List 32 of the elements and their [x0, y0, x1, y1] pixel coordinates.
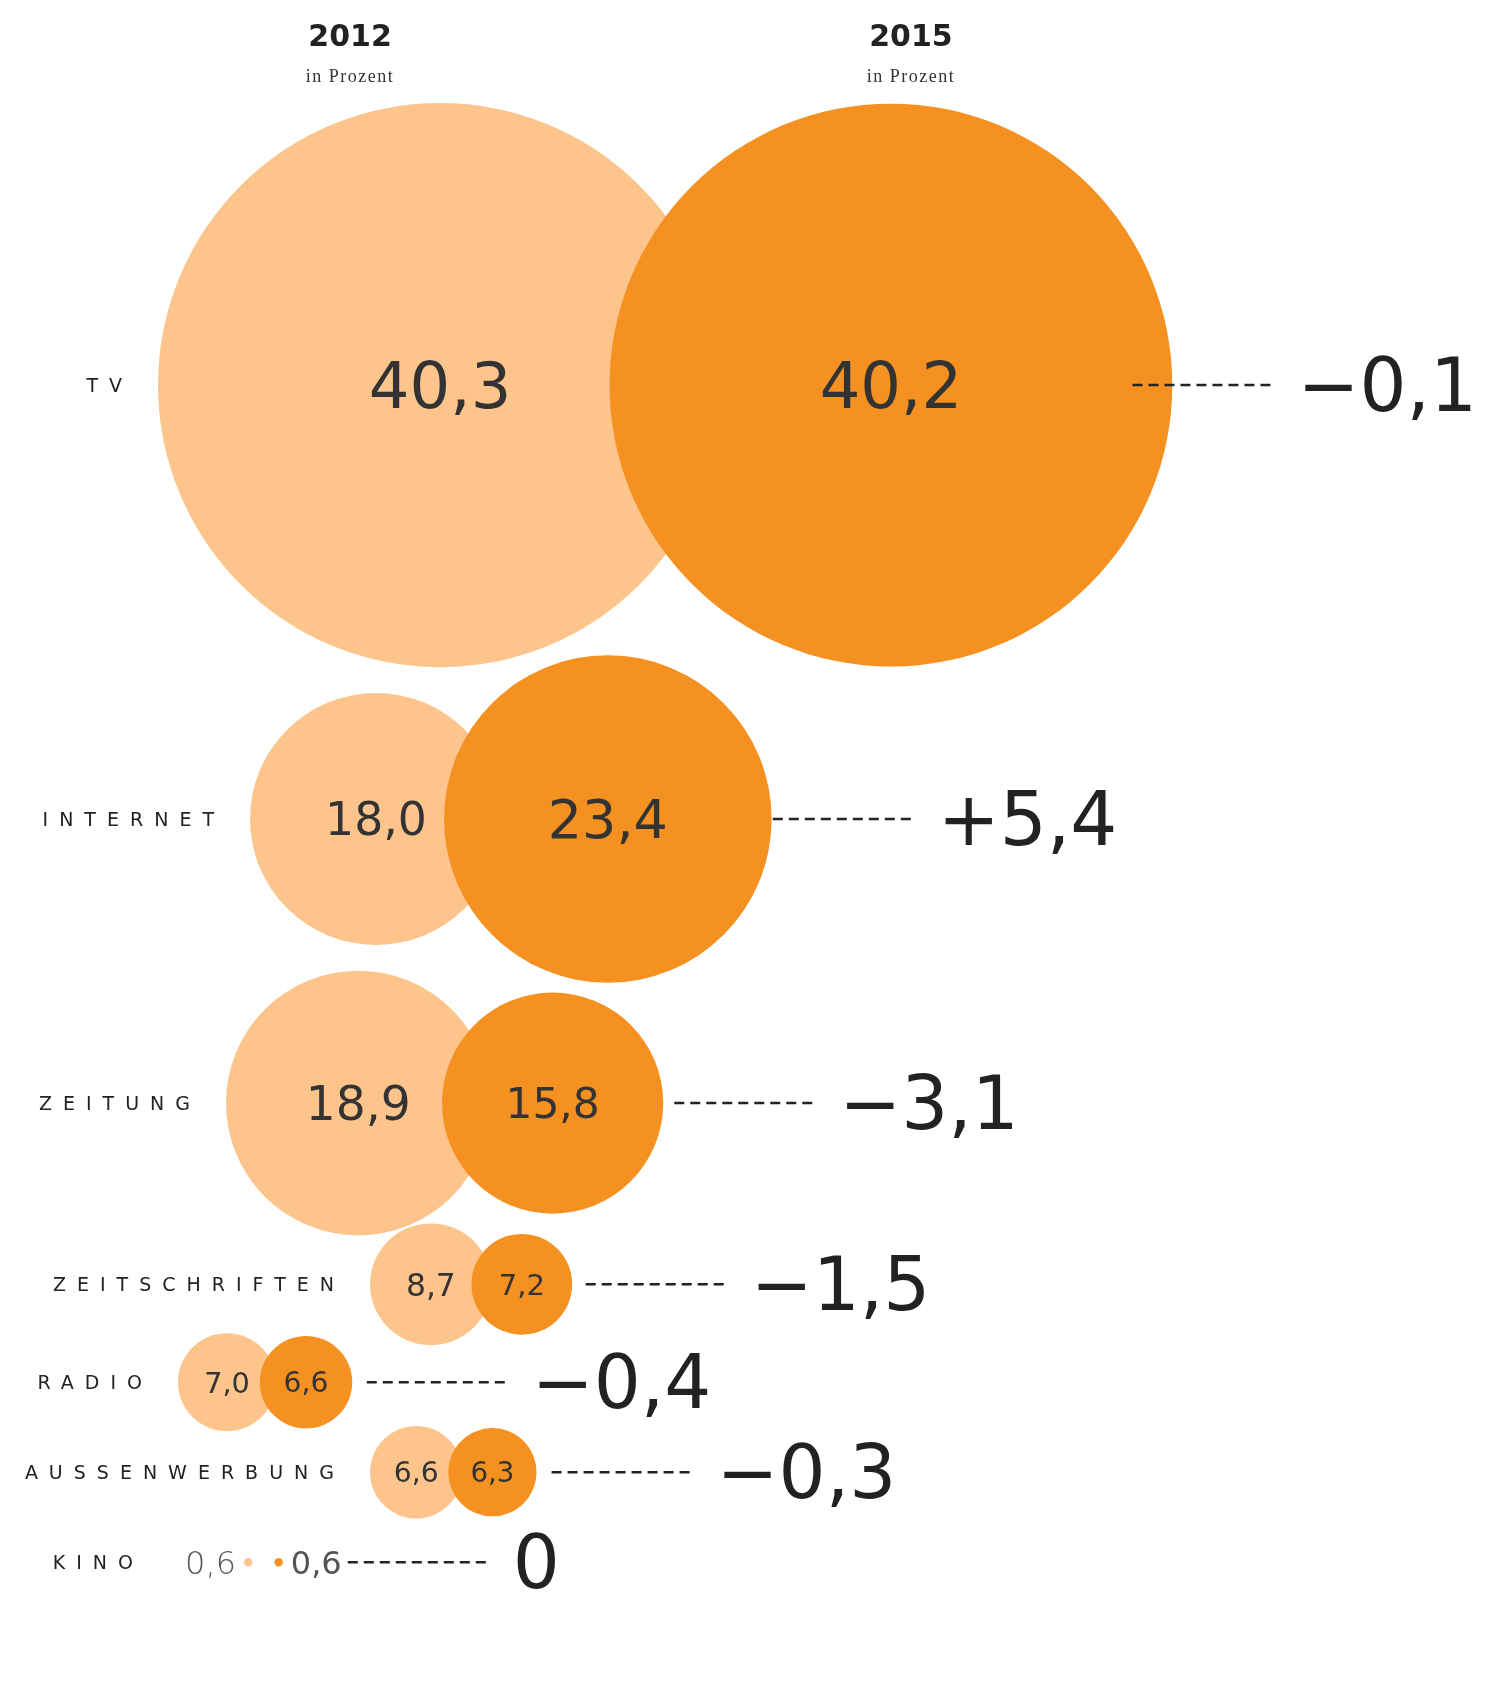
text: −0,4 [531, 1339, 712, 1426]
data-label: 7,2 [498, 1267, 545, 1302]
category-label: TV [85, 374, 133, 397]
data-label: 6,3 [470, 1456, 515, 1490]
text: in Prozent [305, 66, 395, 86]
data-label: 8,7 [405, 1266, 456, 1303]
data-label: 40,2 [819, 349, 963, 424]
data-label: 15,8 [505, 1079, 600, 1129]
text: +5,4 [937, 776, 1118, 862]
data-label: 7,0 [204, 1365, 250, 1400]
category-label: ZEITUNG [38, 1092, 201, 1115]
category-label: ZEITSCHRIFTEN [52, 1273, 345, 1296]
data-label: 6,6 [283, 1366, 329, 1400]
category-label: KINO [52, 1551, 144, 1574]
category-label: RADIO [37, 1371, 153, 1394]
text: in Prozent [866, 66, 956, 86]
data-label: 18,9 [305, 1076, 411, 1132]
data-label: 6,6 [393, 1456, 439, 1490]
text: −1,5 [750, 1241, 931, 1328]
data-label: 0,6 [290, 1544, 342, 1583]
text: −0,3 [716, 1429, 897, 1516]
text: 0 [512, 1519, 560, 1606]
text: −0,1 [1297, 342, 1478, 429]
data-label: 23,4 [547, 788, 668, 852]
series-label: 2012 [308, 18, 392, 53]
category-label: AUSSENWERBUNG [24, 1461, 345, 1484]
data-label: 0,6 [185, 1544, 236, 1583]
series-label: 2015 [869, 18, 953, 53]
text: −3,1 [839, 1060, 1019, 1147]
data-label: 18,0 [325, 793, 427, 847]
data-label: 40,3 [368, 349, 512, 424]
category-label: INTERNET [42, 808, 225, 830]
